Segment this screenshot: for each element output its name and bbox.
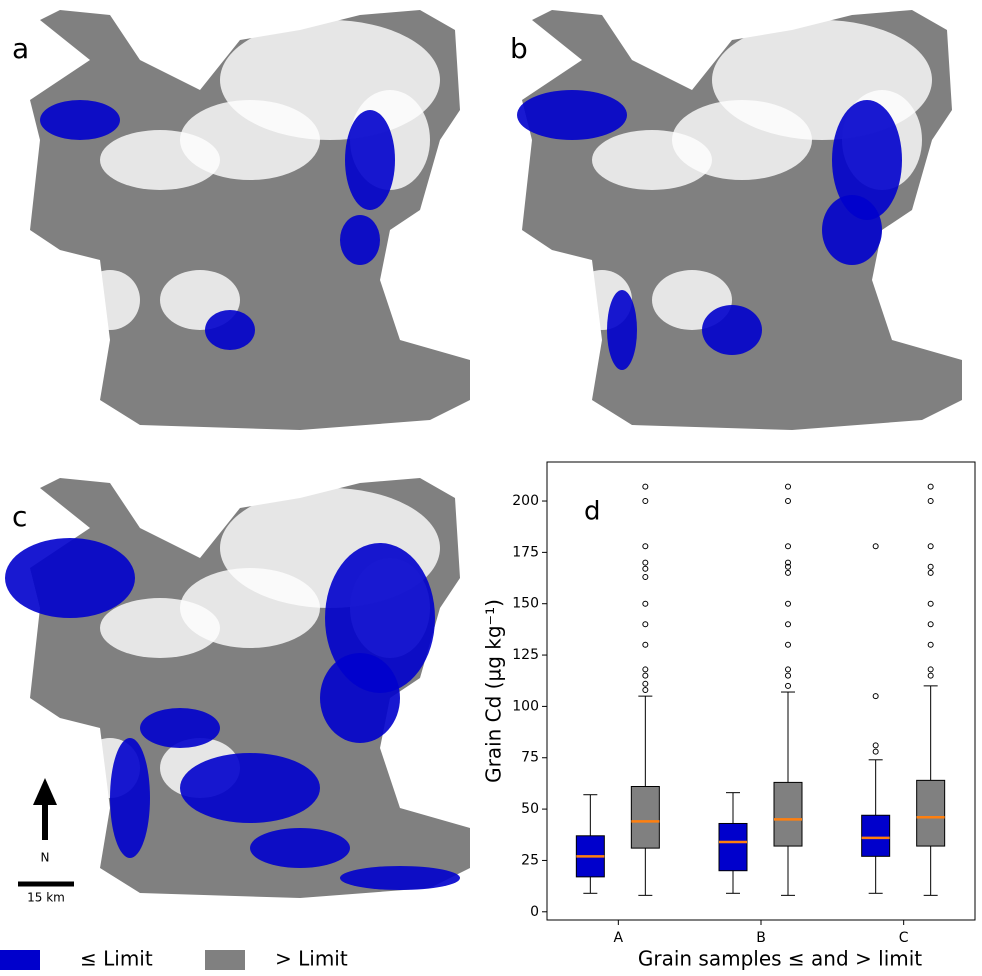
north-arrow bbox=[33, 778, 57, 840]
legend-label: > Limit bbox=[275, 947, 348, 971]
legend-swatch bbox=[205, 950, 245, 970]
outlier bbox=[642, 641, 649, 648]
outlier bbox=[927, 498, 934, 505]
outlier bbox=[785, 682, 791, 689]
outlier bbox=[785, 621, 791, 628]
map-gap bbox=[100, 130, 220, 190]
outlier bbox=[927, 483, 934, 490]
outlier bbox=[872, 693, 879, 700]
outlier bbox=[927, 543, 934, 550]
map-patch bbox=[702, 305, 762, 355]
y-tick-label: 0 bbox=[530, 904, 539, 920]
box bbox=[630, 786, 660, 849]
panel-label: c bbox=[12, 500, 27, 533]
y-tick-label: 200 bbox=[512, 493, 539, 509]
outlier bbox=[785, 559, 791, 566]
outlier bbox=[927, 563, 934, 570]
y-tick-label: 50 bbox=[521, 801, 539, 817]
box bbox=[861, 814, 891, 857]
outlier bbox=[642, 686, 649, 693]
outlier bbox=[927, 666, 934, 673]
map-patch bbox=[345, 110, 395, 210]
x-tick-label: A bbox=[614, 930, 624, 946]
map-patch bbox=[517, 90, 627, 140]
map-patch bbox=[110, 738, 150, 858]
legend-label: ≤ Limit bbox=[80, 947, 153, 971]
outlier bbox=[785, 666, 791, 673]
outlier bbox=[785, 498, 791, 505]
map-patch bbox=[822, 195, 882, 265]
y-axis-title: Grain Cd (µg kg⁻¹) bbox=[482, 599, 506, 783]
map-patch bbox=[40, 100, 120, 140]
map-patch bbox=[832, 100, 902, 220]
map-patch bbox=[340, 215, 380, 265]
outlier bbox=[642, 672, 649, 679]
map bbox=[5, 478, 470, 898]
legend-swatch bbox=[0, 950, 40, 970]
map-patch bbox=[607, 290, 637, 370]
map-gap bbox=[100, 598, 220, 658]
panel-label: b bbox=[510, 32, 528, 65]
outlier bbox=[927, 600, 934, 607]
y-tick-label: 125 bbox=[512, 647, 539, 663]
outlier bbox=[785, 641, 791, 648]
map bbox=[30, 10, 470, 430]
outlier bbox=[872, 543, 879, 550]
outlier bbox=[642, 559, 649, 566]
map-patch bbox=[5, 538, 135, 618]
outlier bbox=[927, 569, 934, 576]
outlier bbox=[785, 543, 791, 550]
outlier bbox=[785, 672, 791, 679]
box bbox=[773, 781, 803, 847]
outlier bbox=[642, 543, 649, 550]
map-patch bbox=[180, 753, 320, 823]
outlier bbox=[642, 565, 649, 572]
map-gap bbox=[80, 270, 140, 330]
y-tick-label: 75 bbox=[521, 750, 539, 766]
outlier bbox=[785, 600, 791, 607]
outlier bbox=[642, 574, 649, 581]
map bbox=[517, 10, 962, 430]
y-tick-label: 25 bbox=[521, 852, 539, 868]
x-tick-label: B bbox=[756, 930, 766, 946]
panel-label: d bbox=[584, 497, 601, 527]
outlier bbox=[785, 483, 791, 490]
outlier bbox=[642, 600, 649, 607]
outlier bbox=[927, 672, 934, 679]
box bbox=[718, 822, 748, 872]
map-patch bbox=[320, 653, 400, 743]
outlier bbox=[872, 748, 879, 755]
map-patch bbox=[340, 866, 460, 890]
outlier bbox=[872, 742, 879, 749]
outlier bbox=[642, 621, 649, 628]
outlier bbox=[927, 641, 934, 648]
outlier bbox=[642, 498, 649, 505]
map-patch bbox=[205, 310, 255, 350]
x-axis-title: Grain samples ≤ and > limit bbox=[638, 947, 922, 971]
plot-frame bbox=[546, 461, 976, 921]
map-patch bbox=[140, 708, 220, 748]
outlier bbox=[785, 569, 791, 576]
map-patch bbox=[250, 828, 350, 868]
map-gap bbox=[592, 130, 712, 190]
y-tick-label: 175 bbox=[512, 544, 539, 560]
outlier bbox=[642, 666, 649, 673]
outlier bbox=[785, 563, 791, 570]
panel-label: a bbox=[12, 32, 29, 65]
x-tick-label: C bbox=[899, 930, 909, 946]
scale-label: 15 km bbox=[27, 891, 65, 905]
box bbox=[916, 779, 946, 847]
y-tick-label: 100 bbox=[512, 698, 539, 714]
outlier bbox=[642, 680, 649, 687]
outlier bbox=[927, 621, 934, 628]
outlier bbox=[642, 483, 649, 490]
north-label: N bbox=[41, 851, 50, 865]
y-tick-label: 150 bbox=[512, 596, 539, 612]
